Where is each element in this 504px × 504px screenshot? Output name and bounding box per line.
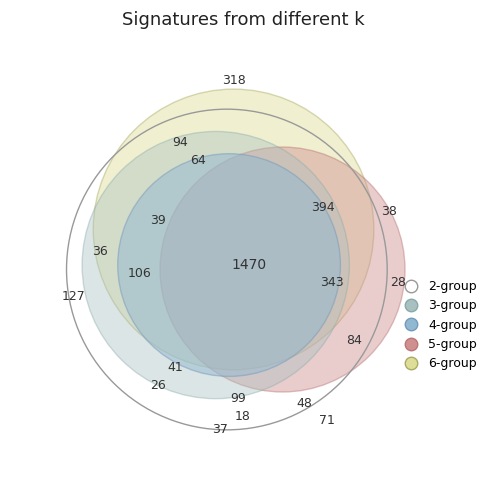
Text: 41: 41 — [168, 361, 183, 374]
Circle shape — [160, 147, 405, 392]
Text: 99: 99 — [230, 392, 246, 405]
Text: 36: 36 — [92, 245, 108, 258]
Text: 26: 26 — [150, 379, 166, 392]
Text: 106: 106 — [128, 268, 152, 280]
Text: 127: 127 — [61, 290, 85, 303]
Text: 318: 318 — [222, 74, 245, 87]
Text: 94: 94 — [172, 136, 188, 149]
Circle shape — [82, 132, 349, 399]
Text: 1470: 1470 — [231, 258, 267, 272]
Text: 39: 39 — [150, 214, 166, 227]
Text: 37: 37 — [212, 423, 228, 436]
Circle shape — [93, 89, 374, 370]
Text: 28: 28 — [391, 276, 406, 289]
Circle shape — [118, 154, 340, 376]
Title: Signatures from different k: Signatures from different k — [122, 11, 365, 29]
Text: 18: 18 — [234, 410, 250, 423]
Text: 64: 64 — [190, 154, 206, 167]
Text: 84: 84 — [346, 334, 362, 347]
Text: 343: 343 — [320, 276, 343, 289]
Text: 71: 71 — [319, 414, 335, 427]
Text: 394: 394 — [311, 201, 335, 214]
Legend: 2-group, 3-group, 4-group, 5-group, 6-group: 2-group, 3-group, 4-group, 5-group, 6-gr… — [394, 275, 482, 375]
Text: 48: 48 — [297, 397, 313, 410]
Text: 38: 38 — [382, 205, 397, 218]
